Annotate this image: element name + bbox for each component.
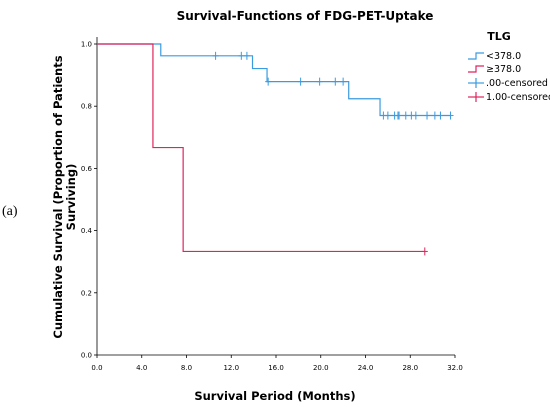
y-tick-label: 1.0 xyxy=(81,41,92,49)
y-tick-label: 0.6 xyxy=(81,165,93,173)
legend-item-censored-00: .00-censored xyxy=(468,78,548,89)
axes xyxy=(96,37,455,356)
y-axis-label-line2: Surviving) xyxy=(64,164,78,231)
x-tick-label: 24.0 xyxy=(358,364,374,372)
legend-swatch-high xyxy=(468,65,484,73)
series-group xyxy=(97,43,454,256)
legend: TLG <378.0 ≥378.0 .00-censored 1.00-cens… xyxy=(468,30,550,103)
panel-label: (a) xyxy=(2,204,18,219)
y-tick-label: 0.2 xyxy=(81,289,92,297)
legend-item-low: <378.0 xyxy=(468,51,521,62)
x-tick-label: 20.0 xyxy=(313,364,329,372)
x-tick-label: 16.0 xyxy=(268,364,284,372)
legend-label-censored-100: 1.00-censored xyxy=(486,92,550,103)
x-tick-label: 8.0 xyxy=(181,364,192,372)
legend-item-high: ≥378.0 xyxy=(468,64,521,75)
chart-title: Survival-Functions of FDG-PET-Uptake xyxy=(177,9,434,23)
legend-swatch-low xyxy=(468,52,484,60)
legend-label-high: ≥378.0 xyxy=(486,64,521,75)
x-axis-label: Survival Period (Months) xyxy=(194,389,355,403)
y-tick-label: 0.0 xyxy=(81,352,92,360)
y-axis-label-line1: Cumulative Survival (Proportion of Patie… xyxy=(51,55,65,338)
survival-curve-series-0 xyxy=(97,43,451,117)
legend-title: TLG xyxy=(487,30,511,43)
y-tick-group: 0.0 0.2 0.4 0.6 0.8 1.0 xyxy=(81,41,97,360)
x-tick-label: 32.0 xyxy=(447,364,463,372)
y-tick-label: 0.8 xyxy=(81,103,92,111)
x-tick-label: 0.0 xyxy=(91,364,102,372)
survival-curve-series-1 xyxy=(97,43,425,253)
y-tick-label: 0.4 xyxy=(81,227,93,235)
x-tick-label: 12.0 xyxy=(223,364,239,372)
legend-label-censored-00: .00-censored xyxy=(486,78,548,89)
x-tick-group: 0.0 4.0 8.0 12.0 16.0 20.0 24.0 28.0 32.0 xyxy=(91,355,463,372)
legend-item-censored-100: 1.00-censored xyxy=(468,92,550,103)
x-tick-label: 28.0 xyxy=(402,364,418,372)
y-axis-label: Cumulative Survival (Proportion of Patie… xyxy=(51,55,78,338)
legend-label-low: <378.0 xyxy=(486,51,521,62)
x-tick-label: 4.0 xyxy=(136,364,147,372)
